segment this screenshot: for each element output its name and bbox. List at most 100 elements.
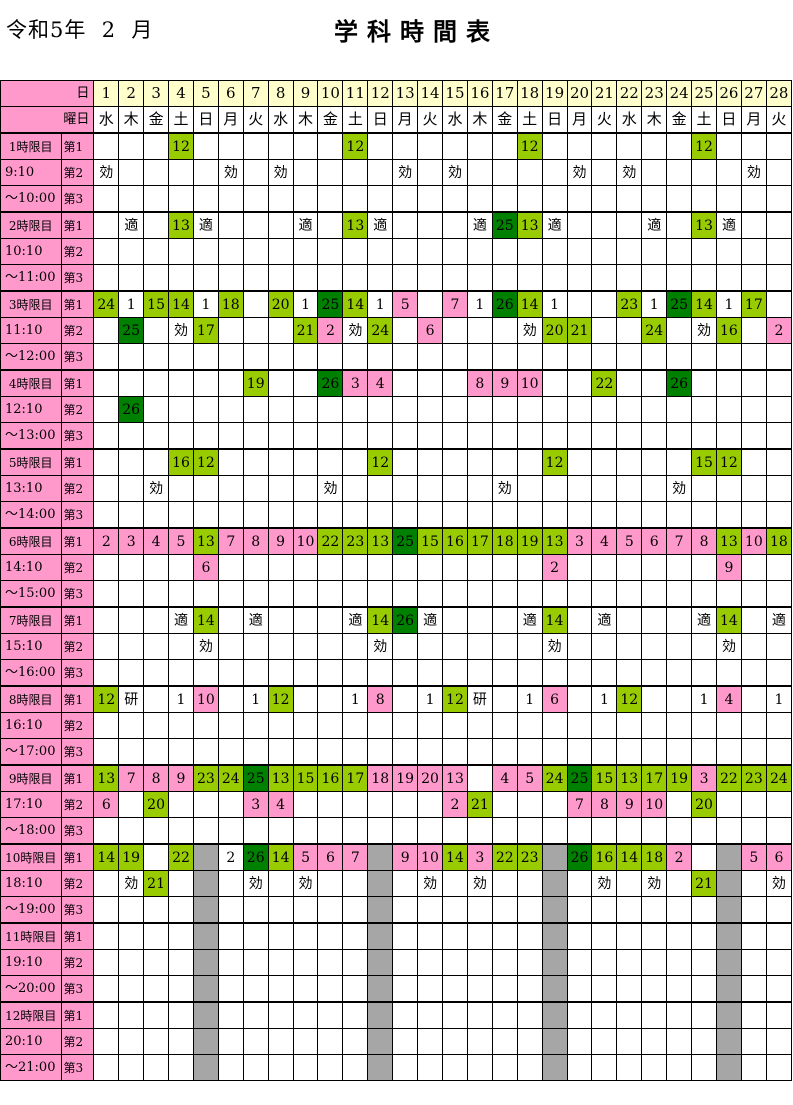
schedule-cell	[192, 896, 219, 924]
schedule-cell	[367, 949, 394, 976]
schedule-cell	[541, 475, 568, 502]
schedule-cell: 26	[317, 369, 344, 397]
schedule-cell	[292, 238, 319, 265]
weekday: 月	[740, 106, 767, 134]
schedule-cell	[242, 554, 269, 581]
schedule-cell: 12	[691, 132, 717, 160]
weekday: 火	[242, 106, 269, 134]
period-row: 1時限目 第1 12 12 12 12	[0, 132, 793, 160]
schedule-cell	[541, 870, 568, 897]
schedule-cell	[591, 448, 618, 476]
period-end-time: ～21:00	[0, 1054, 62, 1081]
schedule-cell: 1	[342, 685, 369, 713]
schedule-cell	[591, 738, 618, 766]
schedule-cell	[442, 633, 468, 660]
slot-label: 第2	[60, 396, 95, 423]
schedule-cell	[417, 132, 444, 160]
period-row: ～20:00 第3	[0, 975, 793, 1003]
schedule-cell	[641, 501, 668, 529]
schedule-cell	[442, 1028, 468, 1055]
schedule-cell: 13	[267, 764, 294, 792]
schedule-cell	[541, 843, 568, 871]
period-row: 7時限目 第1 適 14 適適 14 26 適適 14 適適 14 適	[0, 606, 793, 634]
schedule-cell	[192, 369, 219, 397]
schedule-cell	[591, 185, 618, 213]
schedule-cell	[765, 922, 793, 950]
schedule-cell	[417, 211, 444, 239]
schedule-cell: 14	[691, 290, 717, 318]
schedule-cell: 効	[93, 159, 120, 186]
schedule-cell	[392, 1028, 419, 1055]
schedule-cell	[566, 1001, 593, 1029]
schedule-cell	[217, 606, 244, 634]
schedule-cell: 18	[765, 527, 793, 555]
schedule-cell	[666, 1001, 693, 1029]
schedule-cell	[367, 501, 394, 529]
slot-label: 第1	[60, 606, 95, 634]
schedule-cell	[491, 501, 518, 529]
schedule-cell	[641, 264, 668, 292]
schedule-cell	[192, 238, 219, 265]
schedule-cell	[591, 712, 618, 739]
period-label: 5時限目	[0, 448, 62, 476]
schedule-cell	[442, 1001, 468, 1029]
schedule-cell	[342, 922, 369, 950]
schedule-cell	[317, 659, 344, 687]
schedule-cell	[342, 580, 369, 608]
schedule-cell	[466, 317, 493, 344]
schedule-cell	[317, 791, 344, 818]
schedule-cell	[466, 185, 493, 213]
schedule-cell: 8	[143, 764, 170, 792]
schedule-cell: 適	[242, 606, 269, 634]
schedule-cell: 24	[217, 764, 244, 792]
schedule-cell	[168, 554, 194, 581]
schedule-cell	[616, 238, 643, 265]
schedule-cell	[367, 422, 394, 450]
day-number: 25	[691, 80, 717, 107]
schedule-cell: 4	[143, 527, 170, 555]
slot-label: 第1	[60, 527, 95, 555]
schedule-cell: 効	[715, 633, 742, 660]
schedule-cell	[118, 238, 145, 265]
schedule-cell	[417, 264, 444, 292]
schedule-cell	[217, 554, 244, 581]
period-row: 5時限目 第1 16 12 12 12 15 12	[0, 448, 793, 476]
schedule-cell: 7	[666, 527, 693, 555]
schedule-cell	[691, 343, 717, 371]
schedule-cell: 14	[93, 843, 120, 871]
schedule-cell: 研	[118, 685, 145, 713]
schedule-cell: 12	[367, 448, 394, 476]
schedule-cell: 適	[516, 606, 543, 634]
period-label: 1時限目	[0, 132, 62, 160]
period-row: 9:10 第2 効効効効効効効効	[0, 159, 793, 186]
schedule-cell: 効	[591, 870, 618, 897]
schedule-cell	[616, 1001, 643, 1029]
schedule-cell	[417, 791, 444, 818]
schedule-cell: 適	[715, 211, 742, 239]
schedule-cell: 10	[516, 369, 543, 397]
schedule-cell	[691, 580, 717, 608]
schedule-cell: 18	[491, 527, 518, 555]
schedule-cell: 13	[168, 211, 194, 239]
slot-label: 第2	[60, 475, 95, 502]
schedule-cell	[516, 1028, 543, 1055]
schedule-cell	[143, 949, 170, 976]
schedule-cell	[616, 1054, 643, 1081]
schedule-cell	[591, 1028, 618, 1055]
schedule-cell	[691, 369, 717, 397]
schedule-cell	[292, 659, 319, 687]
schedule-cell	[541, 264, 568, 292]
schedule-cell	[292, 132, 319, 160]
schedule-cell	[292, 922, 319, 950]
schedule-cell: 20	[417, 764, 444, 792]
schedule-cell	[691, 949, 717, 976]
schedule-cell	[367, 264, 394, 292]
schedule-cell: 7	[442, 290, 468, 318]
schedule-cell	[740, 238, 767, 265]
schedule-cell	[192, 1028, 219, 1055]
schedule-cell	[740, 185, 767, 213]
schedule-cell	[491, 685, 518, 713]
schedule-cell	[765, 159, 793, 186]
schedule-cell	[541, 975, 568, 1003]
schedule-cell	[392, 238, 419, 265]
